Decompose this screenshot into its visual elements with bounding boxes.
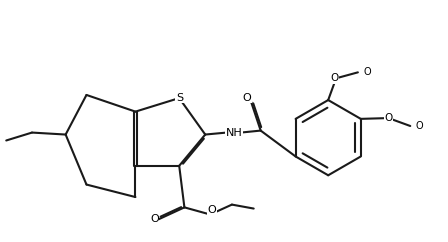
- Text: O: O: [384, 113, 392, 123]
- Text: S: S: [176, 92, 183, 103]
- Text: O: O: [330, 73, 338, 83]
- Text: O: O: [363, 67, 370, 77]
- Text: O: O: [150, 214, 159, 224]
- Text: O: O: [415, 121, 423, 131]
- Text: NH: NH: [225, 128, 242, 137]
- Text: O: O: [208, 205, 216, 215]
- Text: O: O: [242, 93, 251, 103]
